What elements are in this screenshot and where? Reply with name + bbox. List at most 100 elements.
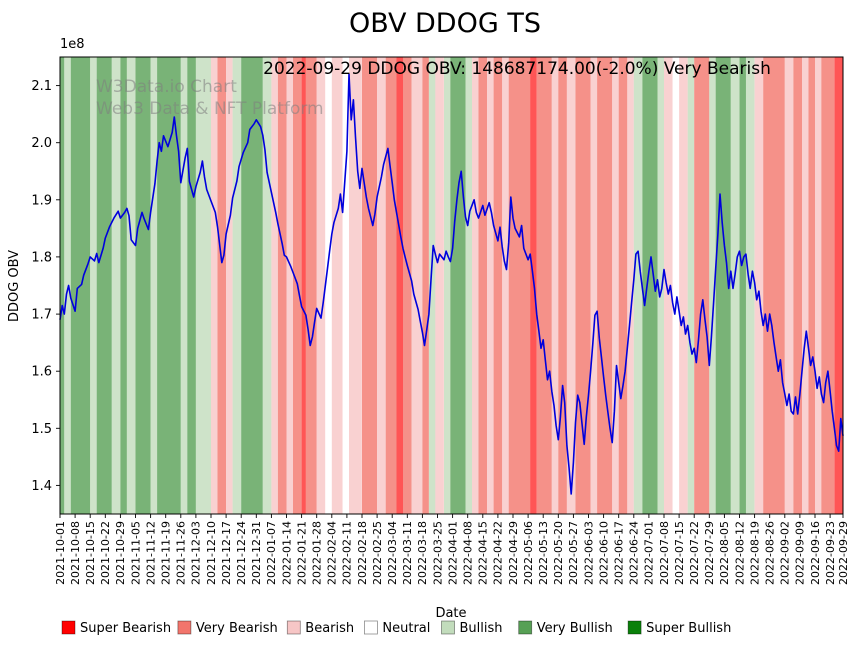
- y-tick-label: 1.6: [31, 365, 52, 380]
- x-tick-label: 2022-05-20: [552, 521, 565, 585]
- legend-label: Super Bearish: [80, 621, 171, 636]
- sentiment-band-b: [566, 57, 576, 514]
- sentiment-band-b: [551, 57, 559, 514]
- sentiment-band-b: [590, 57, 598, 514]
- axes: 2021-10-01 2021-10-08 2021-10-15 2021-10-22…: [31, 56, 850, 585]
- sentiment-band-vbu: [187, 57, 196, 514]
- obv-line: [59, 73, 844, 495]
- sentiment-band-b: [487, 57, 494, 514]
- legend-item: Bullish: [441, 620, 503, 636]
- sentiment-band-vb: [422, 57, 429, 514]
- x-tick-label: 2022-07-15: [673, 521, 686, 585]
- sentiment-band-bu: [232, 57, 242, 514]
- x-tick-label: 2022-06-24: [628, 521, 641, 585]
- sentiment-band-n: [342, 57, 350, 514]
- plot-border: [59, 56, 844, 515]
- sentiment-band-b: [331, 57, 343, 514]
- x-tick-label: 2022-09-09: [794, 521, 807, 585]
- x-tick-label: 2022-07-29: [703, 521, 716, 585]
- latest-value-annotation: 2022-09-29 DDOG OBV: 148687174.00(-2.0%)…: [263, 59, 771, 79]
- x-tick-label: 2022-06-03: [582, 521, 595, 585]
- chart-title: OBV DDOG TS: [349, 8, 541, 39]
- x-tick-label: 2021-10-15: [84, 521, 97, 585]
- x-tick-label: 2021-10-01: [54, 521, 67, 585]
- x-tick-label: 2021-10-29: [114, 521, 127, 585]
- sentiment-band-sb: [834, 57, 843, 514]
- sentiment-band-bu: [730, 57, 740, 514]
- sentiment-band-b: [349, 57, 362, 514]
- sentiment-band-n: [325, 57, 332, 514]
- x-tick-label: 2022-05-27: [567, 521, 580, 585]
- sentiment-band-b: [784, 57, 794, 514]
- sentiment-band-b: [316, 57, 326, 514]
- y-tick-label: 1.9: [31, 193, 52, 208]
- sentiment-band-vb: [403, 57, 412, 514]
- legend-label: Very Bearish: [196, 621, 278, 636]
- sentiment-band-vb: [478, 57, 488, 514]
- sentiment-band-b: [664, 57, 673, 514]
- x-tick-label: 2022-07-22: [688, 521, 701, 585]
- sentiment-band-bu: [444, 57, 451, 514]
- legend-swatch: [627, 620, 642, 635]
- sentiment-band-vbu: [120, 57, 127, 514]
- sentiment-band-vbu: [135, 57, 151, 514]
- sentiment-band-vb: [277, 57, 287, 514]
- sentiment-band-bu: [150, 57, 158, 514]
- x-tick-label: 2021-12-24: [235, 521, 248, 585]
- legend-swatch: [286, 620, 301, 635]
- x-tick-label: 2022-05-06: [522, 521, 535, 585]
- x-tick-label: 2022-06-17: [613, 521, 626, 585]
- x-tick-label: 2022-01-07: [265, 521, 278, 585]
- sentiment-band-b: [435, 57, 444, 514]
- sentiment-band-bu: [64, 57, 71, 514]
- x-tick-label: 2021-10-22: [99, 521, 112, 585]
- sentiment-band-vbu: [715, 57, 731, 514]
- sentiment-bands: [60, 57, 843, 514]
- y-tick-label: 1.8: [31, 250, 52, 265]
- sentiment-band-b: [411, 57, 423, 514]
- sentiment-band-vb: [694, 57, 710, 514]
- sentiment-band-b: [802, 57, 809, 514]
- x-tick-label: 2022-02-18: [356, 521, 369, 585]
- y-tick-label: 1.5: [31, 422, 52, 437]
- legend-item: Very Bearish: [177, 620, 278, 636]
- x-tick-label: 2021-12-10: [205, 521, 218, 585]
- legend-label: Bullish: [460, 621, 503, 636]
- x-tick-label: 2022-08-19: [748, 521, 761, 585]
- sentiment-band-vb: [808, 57, 815, 514]
- sentiment-band-b: [377, 57, 386, 514]
- sentiment-band-vb: [536, 57, 552, 514]
- sentiment-band-b: [226, 57, 233, 514]
- x-tick-label: 2022-04-01: [446, 521, 459, 585]
- y-axis-label: DDOG OBV: [7, 250, 22, 322]
- sentiment-band-vb: [558, 57, 567, 514]
- x-tick-label: 2022-02-11: [341, 521, 354, 585]
- sentiment-band-vb: [508, 57, 531, 514]
- y-tick-label: 1.4: [31, 479, 52, 494]
- x-tick-label: 2022-03-18: [416, 521, 429, 585]
- x-tick-label: 2021-11-26: [175, 521, 188, 585]
- x-tick-label: 2022-01-14: [280, 521, 293, 585]
- sentiment-band-vb: [793, 57, 802, 514]
- sentiment-band-vbu: [241, 57, 263, 514]
- x-tick-label: 2021-11-19: [160, 521, 173, 585]
- sentiment-band-vb: [362, 57, 378, 514]
- x-tick-label: 2022-04-08: [462, 521, 475, 585]
- y-axis-offset-label: 1e8: [60, 37, 85, 52]
- legend-item: Super Bullish: [627, 620, 731, 636]
- sentiment-band-bu: [657, 57, 664, 514]
- x-tick-label: 2021-10-08: [69, 521, 82, 585]
- sentiment-band-bu: [180, 57, 188, 514]
- sentiment-band-bu: [262, 57, 272, 514]
- x-tick-label: 2022-08-26: [764, 521, 777, 585]
- legend-swatch: [61, 620, 76, 635]
- legend-item: Neutral: [363, 620, 430, 636]
- sentiment-band-bu: [111, 57, 121, 514]
- x-tick-label: 2022-02-25: [371, 521, 384, 585]
- sentiment-band-sb: [396, 57, 403, 514]
- sentiment-band-bu: [428, 57, 436, 514]
- x-tick-label: 2022-07-08: [658, 521, 671, 585]
- watermark-line1: W3Data.io Chart: [96, 77, 237, 97]
- sentiment-band-b: [612, 57, 619, 514]
- sentiment-band-n: [672, 57, 680, 514]
